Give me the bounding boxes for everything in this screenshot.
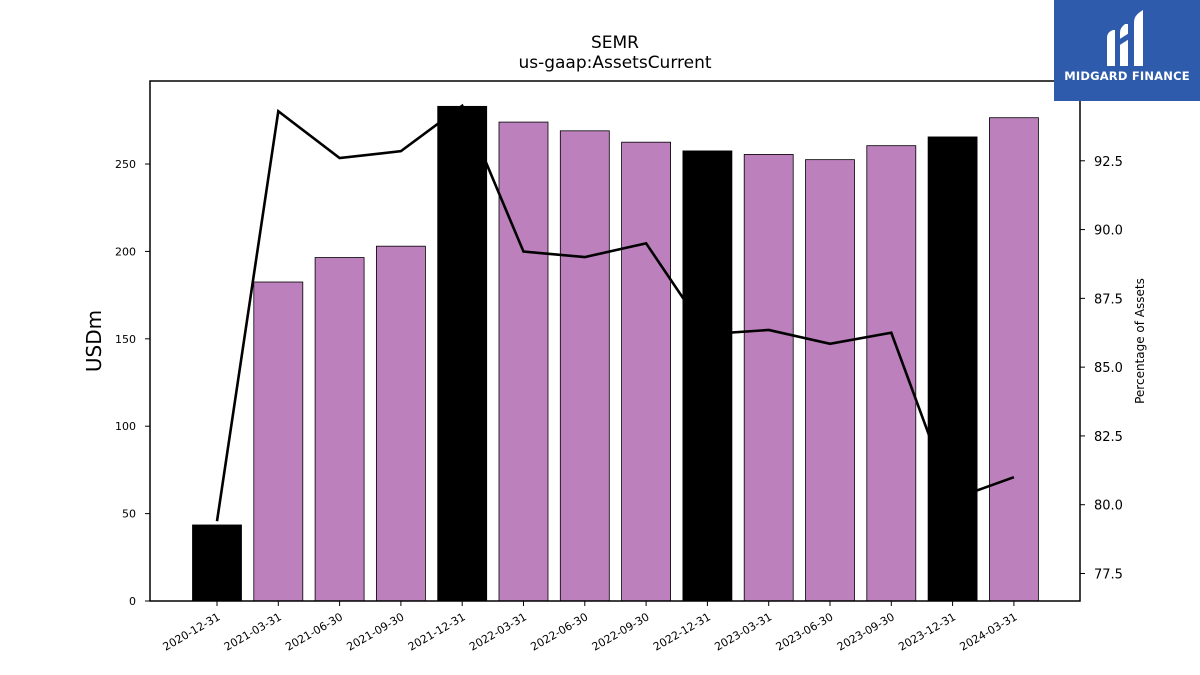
chart-title: SEMR <box>591 33 639 53</box>
bar-2024-03-31 <box>989 117 1039 602</box>
x-tick-label: 2022-09-30 <box>590 610 652 653</box>
bars-layer <box>192 105 1039 602</box>
y-tick-label: 200 <box>115 245 136 258</box>
y2-tick-label: 90.0 <box>1094 224 1123 239</box>
y2-tick-label: 77.5 <box>1094 567 1123 582</box>
x-tick-label: 2021-03-31 <box>222 610 284 653</box>
y-tick-label: 100 <box>115 420 136 433</box>
y-tick-label: 150 <box>115 333 136 346</box>
y-axis-label: USDm <box>82 310 106 372</box>
bar-2022-06-30 <box>559 130 610 602</box>
x-tick-label: 2021-06-30 <box>283 610 345 653</box>
x-axis: 2020-12-31 2021-03-31 2021-06-30 2021-09-30… <box>161 601 1020 654</box>
bar-2022-09-30 <box>621 141 671 602</box>
bar-2023-03-31 <box>743 154 794 602</box>
bar-2020-12-31 <box>192 524 242 602</box>
x-tick-label: 2021-09-30 <box>345 610 407 653</box>
plot-frame <box>149 80 1081 602</box>
x-tick-label: 2024-03-31 <box>958 610 1020 653</box>
y2-axis-label: Percentage of Assets <box>1133 278 1147 404</box>
bar-2021-03-31 <box>253 281 304 602</box>
y2-tick-label: 80.0 <box>1094 499 1123 514</box>
x-tick-label: 2020-12-31 <box>161 610 223 653</box>
y2-tick-label: 82.5 <box>1094 430 1123 445</box>
x-tick-label: 2023-06-30 <box>774 610 836 653</box>
chart-subtitle: us-gaap:AssetsCurrent <box>518 53 711 73</box>
bar-2021-12-31 <box>437 105 488 602</box>
y2-tick-label: 85.0 <box>1094 361 1123 376</box>
y-tick-label: 250 <box>115 158 136 171</box>
x-tick-label: 2023-03-31 <box>712 610 774 653</box>
percentage-line <box>215 103 1015 522</box>
x-tick-label: 2022-03-31 <box>467 610 529 653</box>
x-tick-label: 2023-12-31 <box>896 610 958 653</box>
x-tick-label: 2022-12-31 <box>651 610 713 653</box>
x-tick-label: 2021-12-31 <box>406 610 468 653</box>
y2-tick-label: 92.5 <box>1094 155 1123 170</box>
midgard-logo-icon <box>1107 10 1143 66</box>
logo-text: MIDGARD FINANCE <box>1064 69 1190 83</box>
bar-2023-06-30 <box>805 159 855 602</box>
x-tick-label: 2023-09-30 <box>835 610 897 653</box>
x-tick-label: 2022-06-30 <box>528 610 590 653</box>
bar-2023-09-30 <box>866 145 917 602</box>
y2-tick-label: 87.5 <box>1094 292 1123 307</box>
logo: MIDGARD FINANCE <box>1054 0 1200 101</box>
bar-2022-03-31 <box>498 121 549 602</box>
bar-2023-12-31 <box>927 136 978 602</box>
y-tick-label: 50 <box>122 508 136 521</box>
line-layer <box>215 103 1015 522</box>
bar-2022-12-31 <box>682 150 733 602</box>
right-axis: 77.5 80.0 82.5 85.0 87.5 90.0 92.5 <box>1080 155 1123 582</box>
left-axis: 0 50 100 150 200 250 <box>115 158 150 608</box>
bar-2021-06-30 <box>314 257 365 602</box>
bar-2021-09-30 <box>375 245 426 602</box>
y-tick-label: 0 <box>129 595 136 608</box>
